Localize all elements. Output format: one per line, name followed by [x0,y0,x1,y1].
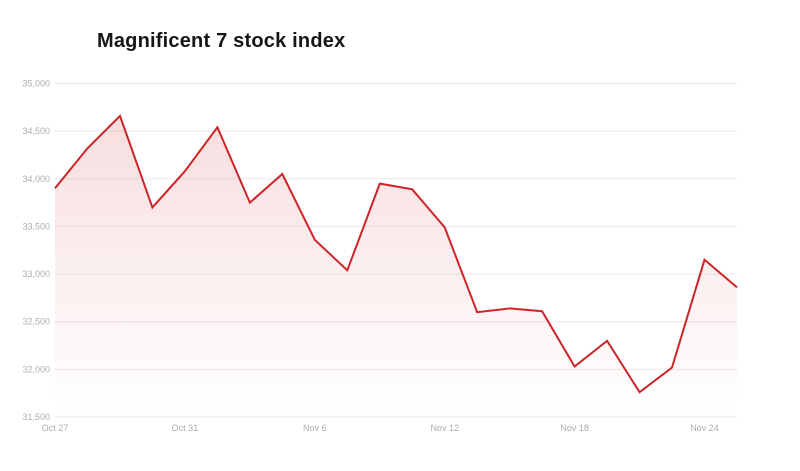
y-axis-tick-label: 33,500 [22,221,50,231]
x-axis-tick-label: Nov 12 [430,423,459,433]
x-axis-tick-label: Nov 18 [560,423,589,433]
x-axis-tick-label: Nov 24 [690,423,719,433]
y-axis-tick-label: 34,500 [22,126,50,136]
price-line [54,114,738,394]
x-axis-tick-label: Oct 31 [172,423,199,433]
chart-title: Magnificent 7 stock index [97,30,346,52]
area-fill [55,115,737,418]
y-axis-tick-label: 32,500 [22,317,50,327]
x-axis-tick-label: Nov 6 [303,423,327,433]
x-axis-tick-label: Oct 27 [42,423,69,433]
y-axis-tick-label: 31,500 [22,412,50,422]
y-axis-tick-label: 33,000 [22,269,50,279]
y-axis-tick-label: 35,000 [22,79,50,89]
y-axis-tick-label: 32,000 [22,364,50,374]
y-axis-tick-label: 34,000 [22,174,50,184]
